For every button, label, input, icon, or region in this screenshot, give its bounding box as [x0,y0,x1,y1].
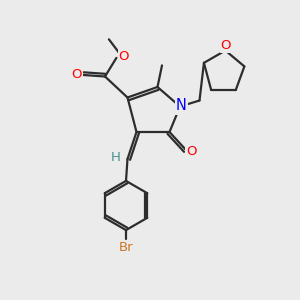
Text: O: O [186,145,197,158]
Text: N: N [176,98,187,113]
Text: O: O [221,39,231,52]
Text: H: H [111,151,121,164]
Text: O: O [72,68,82,81]
Text: O: O [119,50,129,63]
Text: Br: Br [119,241,133,254]
